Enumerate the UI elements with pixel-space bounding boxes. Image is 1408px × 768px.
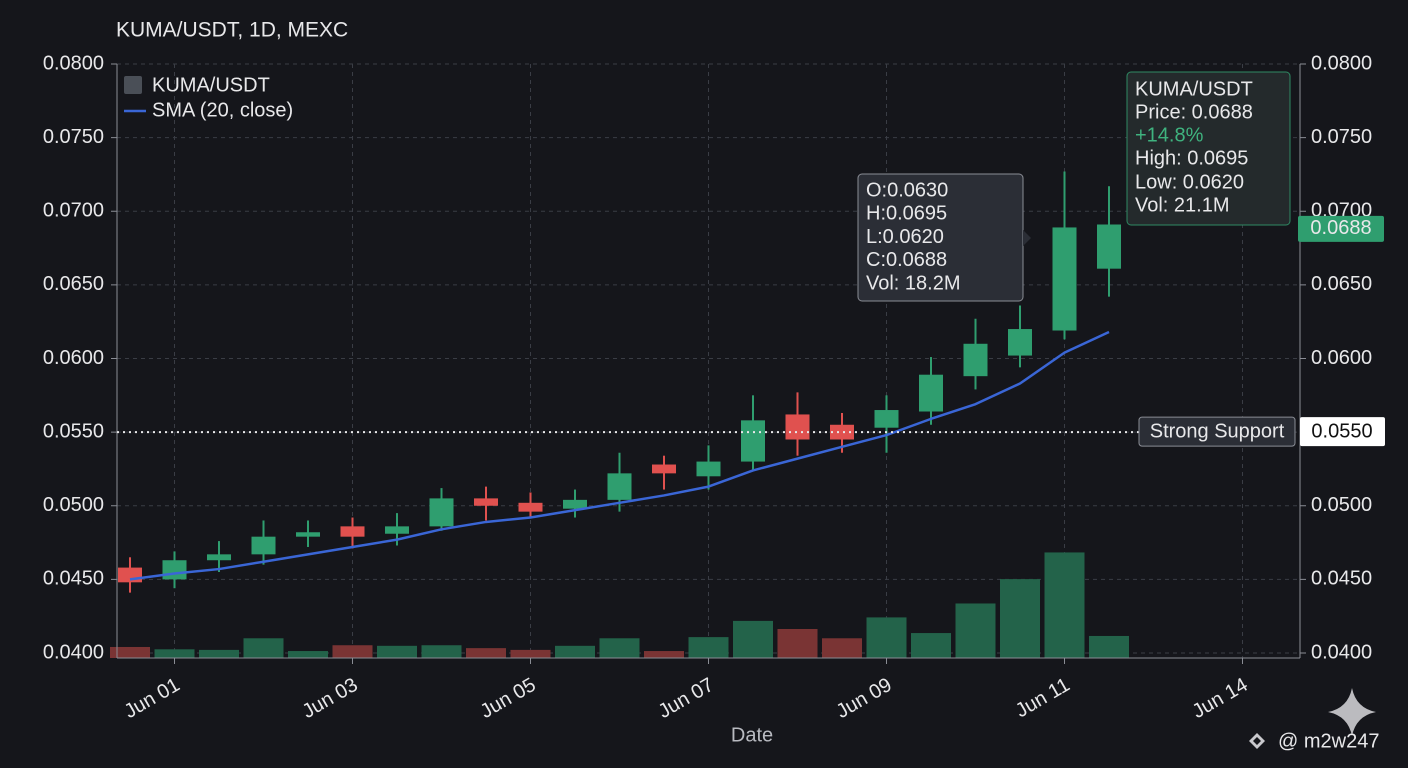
sma-line: [129, 330, 1110, 581]
candle-body: [919, 374, 943, 412]
support-price: 0.0550: [1311, 420, 1372, 442]
y-tick-label: 0.0500: [43, 494, 104, 516]
candle-body: [785, 414, 810, 440]
candle-body: [207, 554, 231, 561]
last-price-tag: [1298, 215, 1384, 242]
candle-body: [652, 464, 676, 474]
y-tick-label: 0.0550: [43, 420, 104, 442]
volume-bar: [377, 645, 417, 658]
logo-icon: [1249, 733, 1265, 749]
summary-low: Low: 0.0620: [1135, 171, 1244, 193]
sparkle-icon: [1328, 688, 1376, 736]
summary-title: KUMA/USDT: [1135, 78, 1253, 100]
volume-bar: [733, 620, 773, 658]
y2-tick-label: 0.0750: [1311, 126, 1372, 148]
legend-label: KUMA/USDT: [152, 74, 270, 96]
y2-tick-label: 0.0450: [1311, 568, 1372, 590]
overlay-layer: KUMA/USDT SMA (20, close) O:0.0630H:0.06…: [117, 71, 1385, 752]
y-tick-label: 0.0450: [43, 568, 104, 590]
summary-box: [1126, 71, 1291, 226]
support-tag: [1138, 416, 1296, 447]
volume-layer: [110, 552, 1129, 658]
tooltip-pointer: [1023, 230, 1031, 246]
y-tick-label: 0.0400: [43, 641, 104, 663]
volume-bar: [154, 649, 195, 658]
summary-change: +14.8%: [1135, 124, 1204, 146]
candle-body: [963, 343, 988, 377]
volume-bar: [466, 648, 506, 658]
volume-bar: [1044, 552, 1085, 658]
volume-bar: [777, 629, 818, 658]
volume-bar: [644, 651, 684, 658]
y2-tick-label: 0.0600: [1311, 347, 1372, 369]
volume-bar: [1000, 579, 1040, 658]
volume-bar: [332, 645, 373, 658]
candle-body: [162, 560, 187, 580]
y2-tick-label: 0.0800: [1311, 52, 1372, 74]
y-tick-label: 0.0650: [43, 273, 104, 295]
candle-body: [1008, 329, 1032, 356]
volume-bar: [1089, 635, 1129, 658]
candle-body: [607, 473, 632, 500]
last-price-label: 0.0688: [1310, 217, 1371, 239]
volume-bar: [555, 645, 595, 658]
volume-bar: [955, 603, 996, 658]
candle-body: [830, 424, 854, 440]
candle-body: [474, 498, 498, 506]
tooltip-line: L:0.0620: [866, 226, 944, 248]
candle-body: [1052, 227, 1077, 331]
legend-label: SMA (20, close): [152, 99, 293, 121]
volume-bar: [866, 617, 907, 658]
candle-body: [696, 461, 721, 477]
candle-body: [874, 410, 899, 428]
volume-bar: [822, 638, 862, 658]
y-tick-label: 0.0700: [43, 200, 104, 222]
y-tick-label: 0.0600: [43, 347, 104, 369]
y2-tick-label: 0.0650: [1311, 273, 1372, 295]
candle-body: [518, 502, 543, 512]
summary-volume: Vol: 21.1M: [1135, 194, 1230, 216]
volume-bar: [599, 638, 640, 658]
volume-bar: [688, 637, 729, 658]
candle-body: [340, 526, 365, 537]
volume-bar: [243, 638, 284, 658]
summary-high: High: 0.0695: [1135, 147, 1248, 169]
candle-body: [563, 499, 587, 509]
candle-body: [251, 536, 276, 555]
y-tick-label: 0.0750: [43, 126, 104, 148]
volume-bar: [110, 646, 150, 658]
candle-body: [385, 526, 409, 534]
volume-bar: [199, 649, 239, 658]
volume-bar: [510, 649, 551, 658]
candle-body: [429, 498, 454, 527]
support-price-tag: [1300, 417, 1385, 447]
chart-title: KUMA/USDT, 1D, MEXC: [116, 19, 348, 42]
candle-body: [1097, 224, 1121, 269]
candle-body: [741, 420, 765, 462]
summary-price: Price: 0.0688: [1135, 101, 1253, 123]
tooltip-line: O:0.0630: [866, 179, 948, 201]
legend-swatch: [124, 76, 142, 94]
volume-bar: [421, 645, 462, 658]
x-axis-label: Date: [731, 724, 773, 746]
candle-body: [118, 567, 142, 583]
watermark: @ m2w247: [1278, 730, 1379, 752]
price-layer: [118, 171, 1121, 593]
tooltip-line: H:0.0695: [866, 203, 947, 225]
y-tick-label: 0.0800: [43, 52, 104, 74]
volume-bar: [288, 651, 328, 658]
candle-body: [296, 532, 320, 537]
support-name: Strong Support: [1150, 420, 1285, 442]
tooltip-line: C:0.0688: [866, 249, 947, 271]
tooltip-line: Vol: 18.2M: [866, 272, 961, 294]
y2-tick-label: 0.0400: [1311, 641, 1372, 663]
y2-tick-label: 0.0500: [1311, 494, 1372, 516]
volume-bar: [911, 633, 951, 658]
